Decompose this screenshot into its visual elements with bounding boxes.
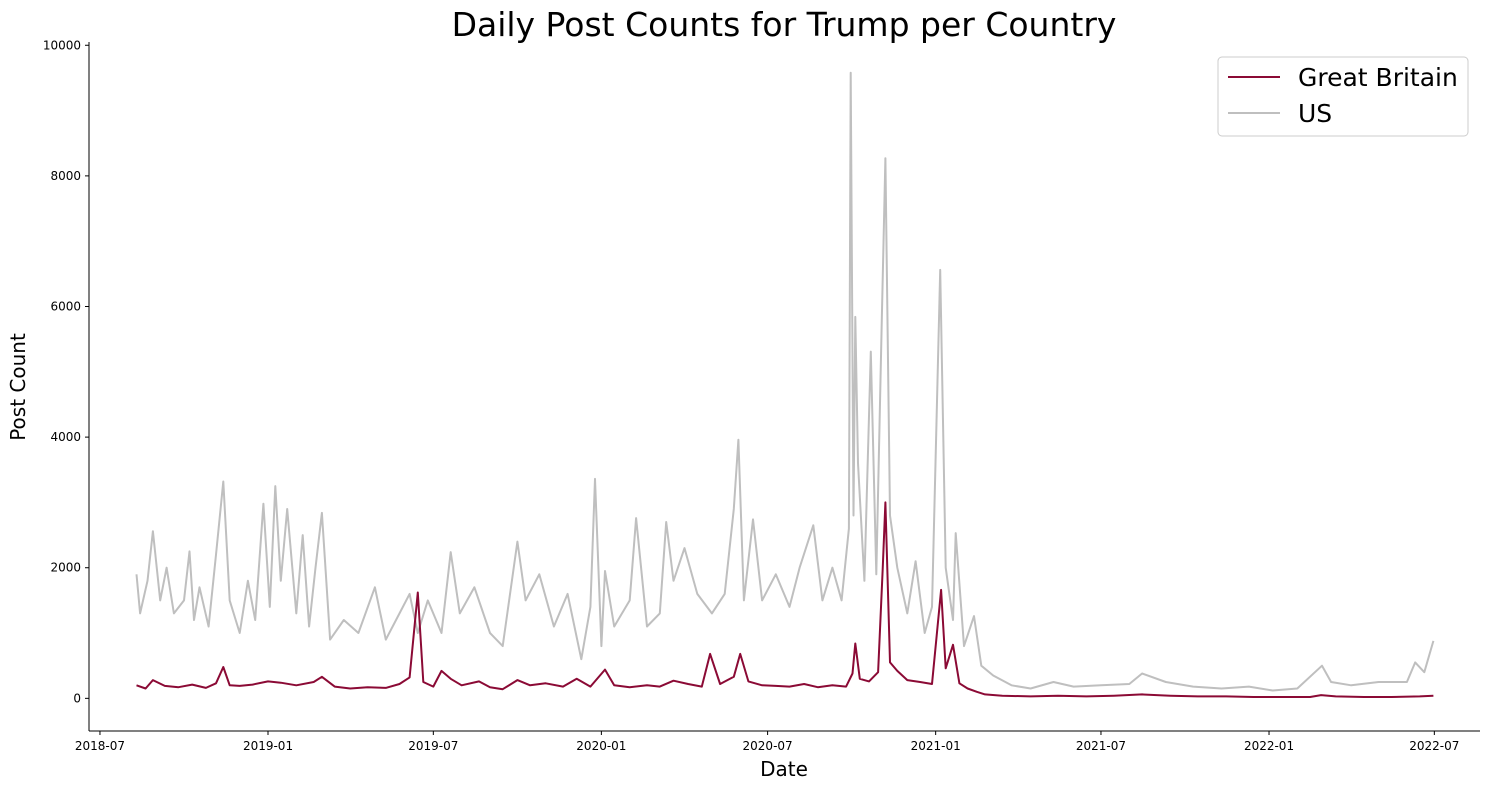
x-tick-label: 2022-07	[1409, 739, 1459, 753]
x-tick-label: 2020-01	[576, 739, 626, 753]
x-tick-label: 2021-07	[1076, 739, 1126, 753]
x-tick-label: 2018-07	[75, 739, 125, 753]
x-tick-label: 2021-01	[911, 739, 961, 753]
legend-label-us: US	[1298, 99, 1332, 128]
y-axis-label: Post Count	[6, 333, 30, 441]
y-tick-label: 0	[73, 691, 81, 705]
legend-box	[1217, 56, 1469, 137]
series-layer	[135, 71, 1435, 698]
y-tick-label: 6000	[50, 299, 81, 313]
series-line-us	[135, 71, 1435, 692]
x-axis-ticks: 2018-07 2019-01 2019-07 2020-01 2020-07 2021-…	[75, 731, 1459, 753]
x-axis-label: Date	[760, 757, 808, 781]
y-tick-label: 10000	[43, 38, 81, 52]
chart-title: Daily Post Counts for Trump per Country	[452, 5, 1117, 44]
y-axis-ticks: 0 2000 4000 6000 8000 10000	[43, 38, 89, 705]
x-tick-label: 2019-07	[408, 739, 458, 753]
x-tick-label: 2020-07	[743, 739, 793, 753]
x-tick-label: 2019-01	[243, 739, 293, 753]
series-line-great-britain	[136, 501, 1434, 698]
x-tick-label: 2022-01	[1244, 739, 1294, 753]
y-tick-label: 2000	[50, 561, 81, 575]
y-tick-label: 4000	[50, 430, 81, 444]
legend: Great Britain US	[1217, 56, 1469, 137]
y-tick-label: 8000	[50, 169, 81, 183]
legend-label-great-britain: Great Britain	[1298, 63, 1458, 92]
